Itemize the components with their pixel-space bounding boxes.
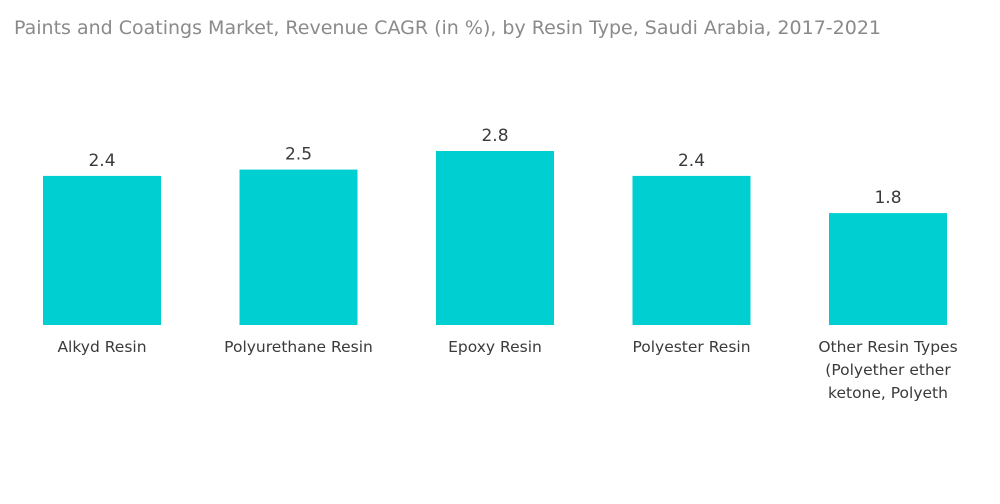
category-label-line: Polyurethane Resin — [224, 338, 373, 356]
category-label-5: Other Resin Types (Polyether ether ketone,… — [818, 338, 957, 402]
value-label-1: 2.4 — [88, 151, 115, 171]
value-label-4: 2.4 — [678, 151, 705, 171]
bar-3 — [436, 151, 554, 325]
value-label-2: 2.5 — [285, 145, 312, 165]
category-label-line: (Polyether ether — [825, 361, 951, 379]
category-label-line: Other Resin Types — [818, 338, 957, 356]
category-label-1: Alkyd Resin — [57, 338, 146, 356]
category-label-line: Polyester Resin — [632, 338, 750, 356]
category-label-line: Epoxy Resin — [448, 338, 542, 356]
value-label-5: 1.8 — [874, 188, 901, 208]
bar-1 — [43, 175, 161, 325]
bar-5 — [829, 213, 947, 325]
category-label-3: Epoxy Resin — [448, 338, 542, 356]
bar-4 — [632, 175, 751, 325]
category-label-line: ketone, Polyeth — [828, 384, 948, 402]
chart-title: Paints and Coatings Market, Revenue CAGR… — [14, 17, 881, 39]
category-label-line: Alkyd Resin — [57, 338, 146, 356]
category-label-2: Polyurethane Resin — [224, 338, 373, 356]
bar-2 — [239, 169, 358, 325]
category-label-4: Polyester Resin — [632, 338, 750, 356]
value-label-3: 2.8 — [481, 126, 508, 146]
